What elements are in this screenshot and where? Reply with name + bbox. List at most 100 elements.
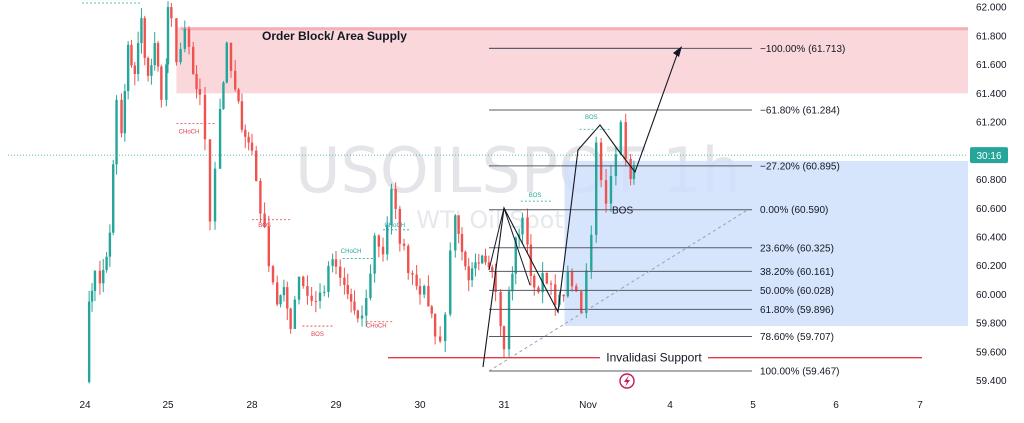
time-tick-label: 6 [833,400,839,411]
candle-body [286,287,289,309]
supply-zone-label: Order Block/ Area Supply [262,29,407,43]
candle-body [585,270,588,313]
candle-body [487,262,491,268]
candle-body [418,286,422,295]
candle-body [237,89,240,102]
candle-body [282,287,286,296]
candle-body [609,176,613,204]
candle-body [562,294,565,297]
supply-zone-top [180,27,969,31]
candle-body [360,315,364,319]
candle-body [502,326,506,350]
invalidation-label: Invalidasi Support [606,351,702,365]
candle-body [433,313,437,337]
candle-body [255,150,258,181]
time-tick-label: 24 [79,400,91,411]
candle-body [629,158,632,180]
candle-body [480,255,484,264]
candle-body [477,262,480,264]
candle-body [183,28,186,49]
candle-body [423,285,426,295]
candle-body [302,276,305,287]
price-tick-label: 59.800 [976,319,1007,330]
candle-body [373,235,376,274]
candle-body [343,277,346,285]
candle-body [133,65,136,74]
candle-body [314,300,318,302]
candle-body [334,259,338,267]
candle-body [438,336,442,342]
structure-marker-label: CHoCH [341,249,362,255]
candle-body [306,286,309,296]
candle-body [203,94,207,140]
candle-body [166,7,170,65]
candle-body [537,287,540,293]
candle-body [595,142,598,235]
candle-body [222,82,225,109]
candle-body [140,18,143,44]
time-tick-label: 7 [917,400,923,411]
candle-body [229,42,233,71]
candle-body [198,89,202,95]
candle-body [244,129,247,137]
watermark-subtitle: WTI Oil Spot [416,206,564,234]
candle-body [398,208,402,244]
candle-body [102,269,105,284]
current-price-badge[interactable] [970,147,1008,164]
price-axis[interactable]: 62.00061.80061.60061.40061.20061.00060.8… [968,0,1024,423]
price-tick-label: 59.400 [976,376,1007,387]
candle-body [549,283,553,285]
candle-body [271,266,275,283]
candle-body [356,310,360,319]
candle-body [430,306,433,314]
time-axis-bg [0,396,968,423]
candle-body [175,18,178,63]
candle-body [554,284,557,305]
candle-body [156,42,160,67]
candle-body [346,284,349,295]
candle-body [526,217,529,245]
candle-body [533,275,536,288]
candle-body [123,91,127,134]
candle-body [467,266,470,281]
fib-label: 100.00% (59.467) [760,367,840,378]
time-tick-label: 29 [330,400,342,411]
candle-body [98,270,102,284]
candle-body [484,255,487,263]
candle-body [120,99,123,134]
candle-body [494,270,497,292]
candle-body [146,57,150,76]
candle-body [213,168,217,222]
supply-zone [176,27,968,94]
candle-body [208,139,212,222]
candle-body [234,70,237,90]
lightning-icon-bolt[interactable] [624,375,630,387]
price-tick-label: 60.800 [976,175,1007,186]
candle-body [170,7,173,19]
candle-body [599,142,603,181]
candle-body [415,274,418,287]
fib-label: −27.20% (60.895) [760,161,840,172]
fib-trend-line [488,209,749,372]
candle-body [514,237,517,274]
candle-body [604,180,608,204]
candle-body [323,291,326,293]
time-axis[interactable]: 24 25 28 29 30 31 Nov 4 5 6 7 [0,396,968,423]
candle-body [394,188,397,209]
structure-marker-label: BOS [585,115,598,121]
price-tick-label: 61.800 [976,31,1007,42]
candle-body [339,266,342,278]
fib-label: 23.60% (60.325) [760,243,834,254]
candle-body [112,164,115,233]
bos-main-label: BOS [612,206,633,217]
lightning-icon[interactable] [619,373,635,389]
current-price-countdown: 30:16 [976,151,1001,162]
projection-path [482,51,679,368]
candle-body [464,251,467,267]
candle-body [624,122,627,159]
candle-body [93,270,97,291]
candle-body [259,180,262,214]
candle-body [90,290,94,302]
candle-body [470,268,474,281]
